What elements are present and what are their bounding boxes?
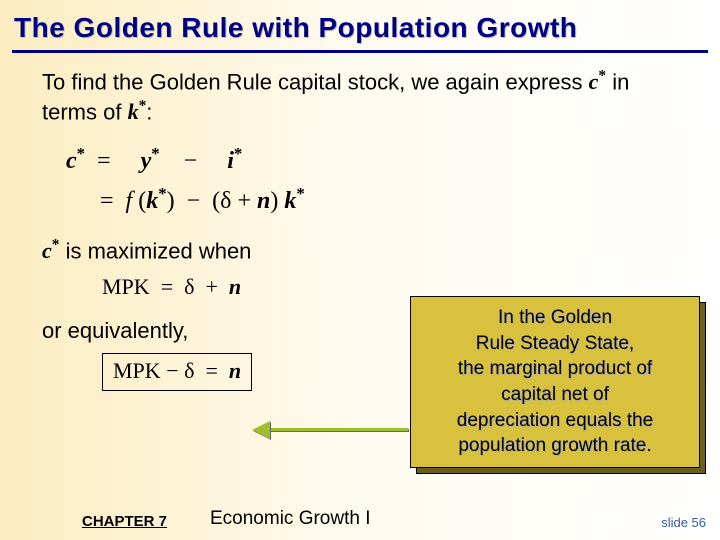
callout-content: In the Golden Rule Steady State, the mar…: [410, 296, 700, 468]
max-text: is maximized when: [59, 238, 251, 263]
boxed-equation: MPK − δ = n: [102, 353, 252, 391]
equation-1: c* = y* − i*: [66, 143, 680, 177]
eq1-c: c*: [66, 148, 85, 174]
callout-line-5: depreciation equals the: [417, 408, 693, 434]
eq1-equals: =: [97, 148, 111, 174]
arrow-line: [258, 428, 408, 431]
callout-line-3: the marginal product of: [417, 356, 693, 382]
intro-suffix: :: [146, 99, 152, 124]
eq2-equals: =: [100, 188, 114, 214]
var-c: c: [589, 69, 599, 94]
eq2-k-tail: k*: [284, 188, 304, 214]
var-c-star: c*: [589, 69, 606, 94]
max-line: c* is maximized when: [42, 236, 680, 266]
intro-text: To find the Golden Rule capital stock, w…: [42, 67, 680, 127]
mpk-label: MPK: [102, 274, 150, 299]
callout-line-2: Rule Steady State,: [417, 331, 693, 357]
var-k: k: [128, 99, 139, 124]
var-k-star: k*: [128, 99, 147, 124]
callout-box: In the Golden Rule Steady State, the mar…: [410, 296, 700, 468]
equation-2: = f (k*) − (δ + n) k*: [100, 183, 680, 217]
eq2-minus: −: [187, 188, 201, 214]
footer-chapter: CHAPTER 7: [82, 513, 167, 530]
footer-topic: Economic Growth I: [210, 508, 371, 530]
eq1-y: y*: [141, 148, 160, 174]
eq2-fk: (k*): [138, 188, 174, 214]
callout-line-1: In the Golden: [417, 305, 693, 331]
intro-prefix: To find the Golden Rule capital stock, w…: [42, 69, 589, 94]
eq2-delta: δ: [220, 188, 231, 214]
slide-title-text: The Golden Rule with Population Growth: [14, 12, 577, 43]
slide-title: The Golden Rule with Population Growth T…: [0, 0, 720, 50]
callout-line-4: capital net of: [417, 382, 693, 408]
eq2-f: f: [126, 188, 133, 214]
callout-line-6: population growth rate.: [417, 433, 693, 459]
eq1-minus: −: [184, 148, 198, 174]
eq2-paren: (δ + n): [212, 188, 278, 214]
mpk-n: n: [229, 274, 241, 299]
arrow-head-icon: [252, 421, 270, 439]
eq2-n: n: [257, 188, 270, 214]
eq1-i: i*: [227, 148, 242, 174]
equations-block: c* = y* − i* = f (k*) − (δ + n) k*: [66, 143, 680, 218]
footer-slide-number: slide 56: [661, 515, 706, 530]
arrow-annotation: [258, 422, 408, 438]
mpk-delta: δ: [184, 274, 194, 299]
max-c: c*: [42, 238, 59, 263]
